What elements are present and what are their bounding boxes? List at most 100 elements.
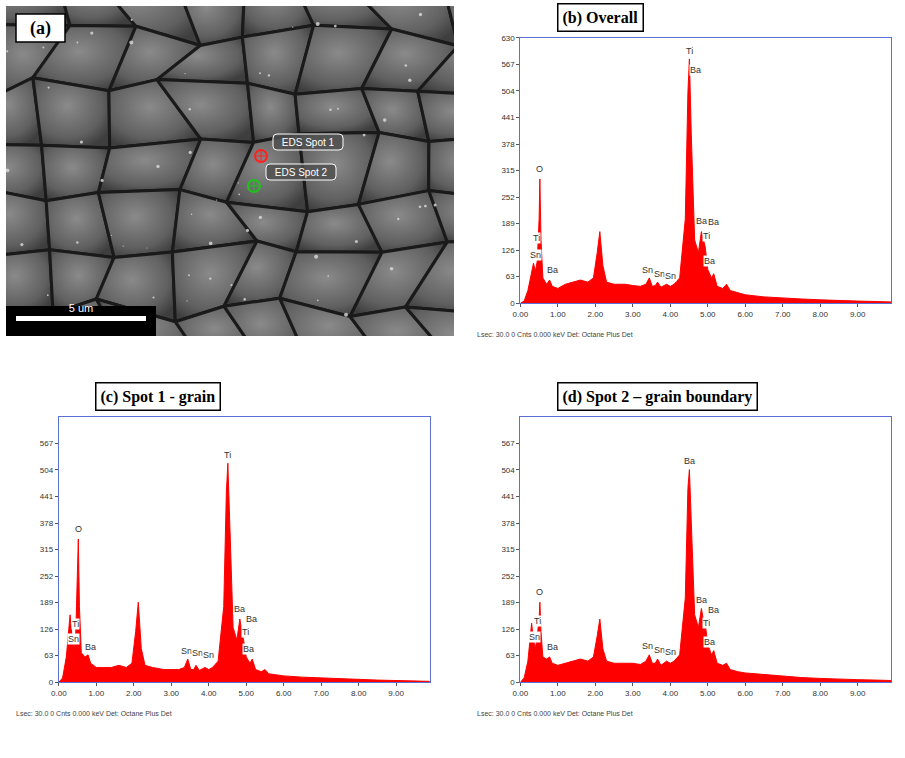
svg-text:1.00: 1.00 [89,689,105,698]
svg-text:189: 189 [40,598,54,607]
svg-text:Ba: Ba [690,65,701,75]
svg-text:2.00: 2.00 [588,689,604,698]
svg-text:9.00: 9.00 [850,310,866,319]
svg-text:504: 504 [40,466,54,475]
svg-text:189: 189 [501,219,515,228]
svg-text:(b) Overall: (b) Overall [563,9,639,27]
svg-text:Sn: Sn [654,645,665,655]
svg-text:Sn: Sn [181,646,192,656]
svg-text:126: 126 [501,246,515,255]
svg-text:0: 0 [510,299,515,308]
svg-text:4.00: 4.00 [663,310,679,319]
svg-text:O: O [536,587,543,597]
svg-text:Ba: Ba [547,265,558,275]
svg-text:Ba: Ba [547,642,558,652]
svg-text:3.00: 3.00 [163,689,179,698]
svg-text:Lsec: 30.0 0 Cnts 0.000 keV De: Lsec: 30.0 0 Cnts 0.000 keV Det: Octane … [477,331,633,338]
svg-text:6.00: 6.00 [737,310,753,319]
svg-text:7.00: 7.00 [775,310,791,319]
svg-text:Ti: Ti [72,619,79,629]
svg-text:O: O [75,524,82,534]
svg-text:Sn: Sn [529,632,540,642]
svg-text:315: 315 [501,166,515,175]
svg-text:6.00: 6.00 [276,689,292,698]
svg-text:252: 252 [501,193,515,202]
svg-text:Ba: Ba [704,256,715,266]
svg-text:2.00: 2.00 [588,310,604,319]
svg-text:0.00: 0.00 [513,310,529,319]
svg-text:0: 0 [510,678,515,687]
svg-text:Ba: Ba [704,637,715,647]
svg-text:Ti: Ti [686,46,693,56]
svg-text:Lsec: 30.0 0 Cnts 0.000 keV De: Lsec: 30.0 0 Cnts 0.000 keV Det: Octane … [477,710,633,717]
svg-text:9.00: 9.00 [850,689,866,698]
svg-text:5.00: 5.00 [700,310,716,319]
svg-text:5 um: 5 um [69,302,93,314]
svg-text:Sn: Sn [203,650,214,660]
svg-text:567: 567 [501,439,515,448]
svg-text:1.00: 1.00 [550,689,566,698]
svg-text:378: 378 [40,519,54,528]
svg-text:EDS Spot 2: EDS Spot 2 [275,167,328,178]
svg-text:Ti: Ti [533,233,540,243]
svg-text:63: 63 [44,651,53,660]
svg-text:441: 441 [40,492,54,501]
svg-text:0.00: 0.00 [51,689,67,698]
svg-text:441: 441 [501,113,515,122]
svg-text:5.00: 5.00 [238,689,254,698]
svg-text:4.00: 4.00 [201,689,217,698]
svg-text:Ti: Ti [224,450,231,460]
svg-text:0: 0 [49,678,54,687]
svg-text:126: 126 [40,625,54,634]
svg-text:Sn: Sn [642,265,653,275]
svg-text:Sn: Sn [530,250,541,260]
svg-text:Ti: Ti [242,627,249,637]
svg-text:441: 441 [501,492,515,501]
svg-text:Ba: Ba [696,595,707,605]
svg-text:Sn: Sn [642,641,653,651]
svg-text:3.00: 3.00 [625,689,641,698]
svg-text:252: 252 [40,572,54,581]
svg-text:504: 504 [501,466,515,475]
svg-text:630: 630 [501,34,515,43]
svg-text:63: 63 [506,272,515,281]
svg-text:EDS Spot 1: EDS Spot 1 [282,137,335,148]
svg-text:378: 378 [501,140,515,149]
svg-text:(c) Spot 1 - grain: (c) Spot 1 - grain [101,388,216,406]
svg-text:378: 378 [501,519,515,528]
svg-text:Ba: Ba [243,644,254,654]
svg-text:Sn: Sn [665,647,676,657]
svg-text:Ti: Ti [534,616,541,626]
svg-text:126: 126 [501,625,515,634]
svg-text:Sn: Sn [665,271,676,281]
svg-text:Ba: Ba [708,217,719,227]
svg-text:3.00: 3.00 [625,310,641,319]
svg-text:7.00: 7.00 [775,689,791,698]
svg-text:4.00: 4.00 [663,689,679,698]
svg-text:567: 567 [40,439,54,448]
svg-text:Ba: Ba [85,642,96,652]
svg-text:Lsec: 30.0 0 Cnts 0.000 keV De: Lsec: 30.0 0 Cnts 0.000 keV Det: Octane … [16,710,172,717]
svg-text:Ba: Ba [708,605,719,615]
svg-text:Sn: Sn [68,634,79,644]
svg-text:Ba: Ba [696,216,707,226]
svg-text:6.00: 6.00 [737,689,753,698]
svg-text:(a): (a) [30,18,51,39]
svg-text:63: 63 [506,651,515,660]
svg-text:315: 315 [40,545,54,554]
svg-text:2.00: 2.00 [126,689,142,698]
svg-text:8.00: 8.00 [812,310,828,319]
svg-text:Ba: Ba [684,456,695,466]
svg-text:8.00: 8.00 [351,689,367,698]
svg-text:567: 567 [501,60,515,69]
svg-text:Ti: Ti [703,618,710,628]
svg-text:Sn: Sn [192,648,203,658]
svg-text:252: 252 [501,572,515,581]
svg-text:504: 504 [501,87,515,96]
svg-text:Ti: Ti [703,231,710,241]
svg-text:Ba: Ba [246,614,257,624]
svg-text:9.00: 9.00 [388,689,404,698]
svg-text:(d) Spot 2 – grain boundary: (d) Spot 2 – grain boundary [563,388,753,406]
svg-text:1.00: 1.00 [550,310,566,319]
svg-text:7.00: 7.00 [313,689,329,698]
